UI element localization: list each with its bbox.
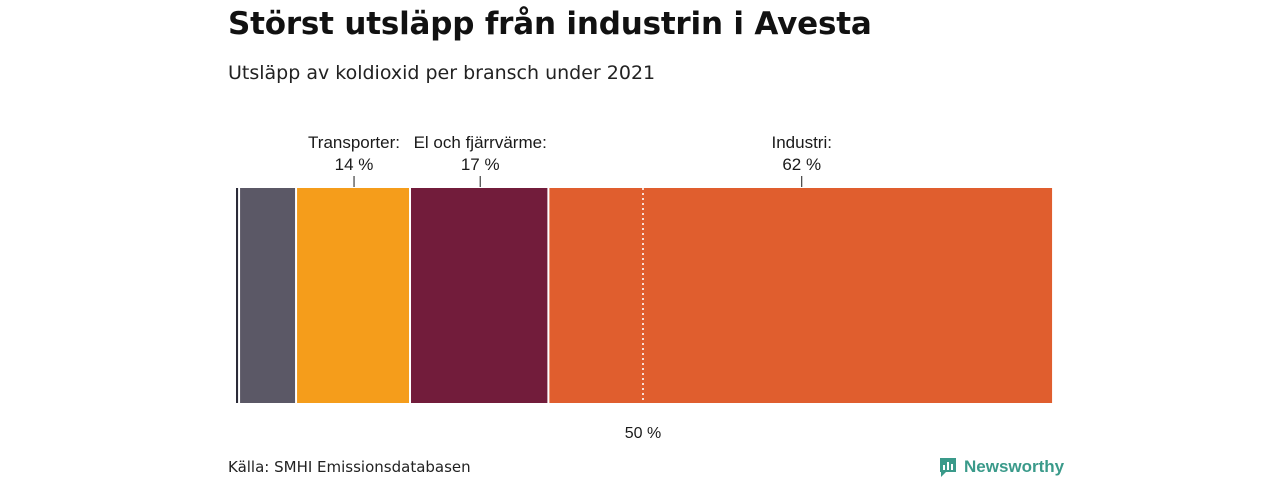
segment-label: Industri:	[771, 133, 831, 152]
bar-segment-other-1	[240, 188, 296, 403]
stacked-bar-chart: 50 % Transporter: 14 % El och fjärrvärme: 1…	[236, 133, 1053, 442]
bar-segment-transporter	[297, 188, 410, 403]
source-note: Källa: SMHI Emissionsdatabasen	[228, 458, 471, 476]
segment-label: El och fjärrvärme:	[414, 133, 547, 152]
newsworthy-logo-icon	[940, 458, 956, 477]
segment-value-label: 17 %	[461, 155, 500, 174]
bar-segments	[236, 188, 1053, 403]
segment-label: Transporter:	[308, 133, 400, 152]
bar-segment-other-0	[236, 188, 239, 403]
chart-subtitle: Utsläpp av koldioxid per bransch under 2…	[228, 62, 656, 84]
brand-name: Newsworthy	[964, 457, 1065, 476]
reference-line-label: 50 %	[625, 425, 661, 442]
chart-title: Störst utsläpp från industrin i Avesta	[228, 6, 872, 42]
bar-segment-el-och-fj-rrv-rme	[411, 188, 548, 403]
brand-logo: Newsworthy	[938, 456, 1064, 478]
segment-value-label: 62 %	[782, 155, 821, 174]
segment-labels: Transporter: 14 % El och fjärrvärme: 17 % In…	[308, 133, 832, 187]
bar-segment-industri	[549, 188, 1053, 403]
segment-value-label: 14 %	[335, 155, 374, 174]
